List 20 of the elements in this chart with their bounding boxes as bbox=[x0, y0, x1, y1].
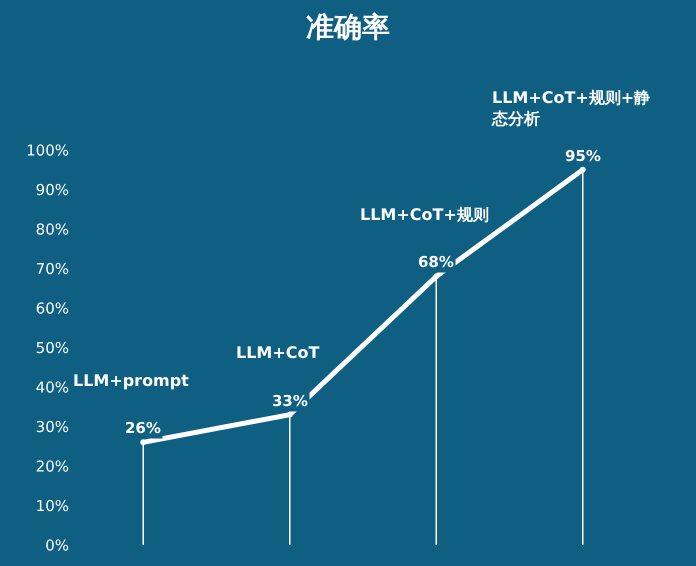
y-tick-label: 30% bbox=[36, 418, 69, 436]
chart-title: 准确率 bbox=[306, 10, 390, 44]
data-label: 33% bbox=[272, 392, 308, 410]
y-tick-label: 60% bbox=[36, 299, 69, 318]
data-label: 95% bbox=[565, 147, 601, 165]
y-tick-label: 0% bbox=[45, 536, 69, 554]
y-tick-label: 50% bbox=[36, 338, 69, 357]
data-label: 68% bbox=[418, 253, 454, 271]
y-tick-label: 10% bbox=[36, 496, 69, 515]
y-tick-label: 90% bbox=[36, 180, 69, 199]
y-tick-label: 80% bbox=[36, 220, 69, 238]
x-tick-label: LLM+CoT+规则+静态分析 bbox=[491, 88, 650, 128]
x-tick-label: LLM+CoT+规则 bbox=[360, 205, 489, 224]
y-tick-label: 70% bbox=[36, 260, 69, 278]
y-tick-label: 100% bbox=[26, 141, 69, 160]
y-tick-label: 40% bbox=[36, 378, 69, 396]
x-tick-label: LLM+CoT bbox=[236, 343, 320, 362]
x-tick-label: LLM+prompt bbox=[73, 371, 190, 390]
data-label: 26% bbox=[125, 419, 161, 437]
y-tick-label: 20% bbox=[36, 457, 69, 476]
